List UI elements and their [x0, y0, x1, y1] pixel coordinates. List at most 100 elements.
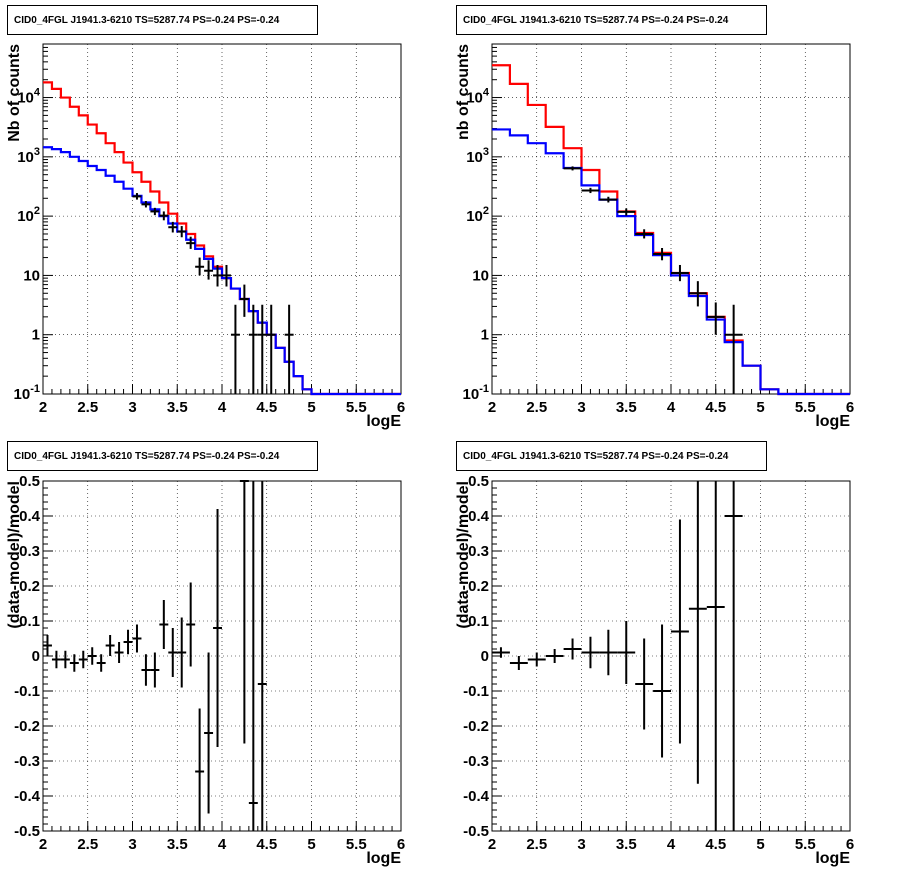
- panel4-x-tick-label: 2: [488, 836, 496, 853]
- panel2-y-tick-label: 10: [472, 267, 489, 284]
- panel3-x-axis-label: logE: [366, 850, 401, 867]
- panel1-x-tick-label: 2.5: [77, 399, 98, 416]
- panel3-y-tick-label: -0.2: [14, 718, 40, 735]
- panel4-x-tick-label: 3: [577, 836, 585, 853]
- panel3-data-point: [96, 654, 106, 672]
- panel3-x-tick-label: 5.5: [346, 836, 367, 853]
- panel3-y-tick-label: 0.2: [19, 578, 40, 595]
- panel4-y-tick-label: 0.5: [468, 473, 489, 490]
- panel1-model-series-2: [43, 146, 401, 396]
- panel1-data-point: [132, 193, 142, 200]
- panel3-x-tick-label: 2: [39, 836, 47, 853]
- panel2-data-point: [563, 166, 582, 171]
- panel3-data-point: [204, 652, 214, 814]
- panel2-x-tick-label: 5.5: [795, 399, 816, 416]
- panel2-x-tick-label: 6: [846, 399, 854, 416]
- panel2-x-tick-label: 3.5: [616, 399, 637, 416]
- panel-title-4: CID0_4FGL J1941.3-6210 TS=5287.74 PS=-0.…: [456, 441, 767, 471]
- panel4-data-point: [581, 636, 600, 669]
- panel4-x-tick-label: 3.5: [616, 836, 637, 853]
- panel2-data-point: [617, 208, 636, 216]
- panel4-data-point: [706, 481, 725, 831]
- panel3-y-tick-label: 0.1: [19, 613, 40, 630]
- panel3-data-point: [257, 481, 267, 831]
- panel2-x-tick-label: 2: [488, 399, 496, 416]
- panel3-data-point: [248, 481, 258, 831]
- panel4-x-tick-label: 5.5: [795, 836, 816, 853]
- panel3-data-point: [177, 617, 187, 688]
- panel3-x-tick-label: 3.5: [167, 836, 188, 853]
- panel4-data-point: [688, 481, 707, 784]
- panel4-y-tick-label: 0.3: [468, 543, 489, 560]
- panel4-y-tick-label: 0.1: [468, 613, 489, 630]
- panel3-y-tick-label: -0.1: [14, 683, 40, 700]
- panel2-data-point: [599, 196, 618, 203]
- panel2-y-axis-label: nb of counts: [455, 44, 472, 140]
- panel4-data-point: [599, 629, 618, 676]
- panel-title-3: CID0_4FGL J1941.3-6210 TS=5287.74 PS=-0.…: [7, 441, 318, 471]
- panel1-y-tick-label: 10-1: [14, 383, 40, 403]
- panel4-data-point: [527, 652, 546, 667]
- panel1-model-series-1: [43, 81, 401, 396]
- panel2-x-tick-label: 4: [667, 399, 676, 416]
- panel3-data-point: [123, 629, 133, 655]
- panel4-data-point: [653, 624, 671, 758]
- panel1-y-tick-label: 102: [17, 205, 40, 225]
- panel2-data-point: [653, 248, 671, 261]
- panel3-data-point: [105, 635, 115, 656]
- panel4-data-point: [509, 656, 528, 670]
- panel3-y-tick-label: 0.5: [19, 473, 40, 490]
- panel2-x-tick-label: 4.5: [705, 399, 726, 416]
- panel1-x-tick-label: 6: [397, 399, 405, 416]
- panel4-data-point: [671, 519, 689, 744]
- panel3-y-tick-label: -0.5: [14, 823, 40, 840]
- panel4-data-point: [492, 647, 510, 658]
- panel3-y-tick-label: -0.3: [14, 753, 40, 770]
- panel3-data-point: [150, 652, 160, 688]
- panel1-data-point: [248, 304, 258, 394]
- panel1-data-point: [266, 304, 276, 394]
- panel2-data-point: [671, 264, 689, 282]
- panel3-data-point: [213, 509, 222, 747]
- panel4-data-point: [617, 621, 636, 684]
- panel3-y-tick-label: 0.3: [19, 543, 40, 560]
- panel1-data-point: [195, 257, 205, 276]
- panel1-data-point: [213, 264, 222, 287]
- panel4-y-tick-label: 0: [481, 648, 489, 665]
- panel1-y-tick-label: 1: [32, 327, 40, 344]
- panel2-x-tick-label: 3: [577, 399, 585, 416]
- panel1-data-point: [159, 211, 169, 221]
- panel3-y-tick-label: 0.4: [19, 508, 41, 525]
- panel4-y-tick-label: 0.4: [468, 508, 490, 525]
- panel2-y-tick-label: 102: [466, 205, 489, 225]
- panel3-x-tick-label: 6: [397, 836, 405, 853]
- panel4-x-axis-label: logE: [815, 850, 850, 867]
- panel4-y-tick-label: -0.4: [463, 788, 490, 805]
- panel2-x-tick-label: 2.5: [526, 399, 547, 416]
- panel2-x-axis-label: logE: [815, 413, 850, 430]
- panel4-y-axis-label: (data-model)/model: [455, 481, 472, 629]
- panel4-data-point: [545, 649, 564, 663]
- panel1-x-tick-label: 5.5: [346, 399, 367, 416]
- panel-title-2: CID0_4FGL J1941.3-6210 TS=5287.74 PS=-0.…: [456, 5, 767, 35]
- panel1-data-point: [177, 226, 187, 238]
- panel1-x-tick-label: 4.5: [256, 399, 277, 416]
- panel1-x-tick-label: 5: [307, 399, 315, 416]
- panel-title-1: CID0_4FGL J1941.3-6210 TS=5287.74 PS=-0.…: [7, 5, 318, 35]
- panel1-data-point: [150, 207, 160, 216]
- panel3-data-point: [239, 480, 249, 744]
- panel3-x-tick-label: 3: [128, 836, 136, 853]
- panel3-x-tick-label: 2.5: [77, 836, 98, 853]
- panel2-y-tick-label: 10-1: [463, 383, 489, 403]
- panel1-x-tick-label: 2: [39, 399, 47, 416]
- panel3-data-point: [168, 628, 178, 677]
- panel4-data-point: [724, 481, 743, 831]
- panel4-x-tick-label: 5: [756, 836, 764, 853]
- panel1-data-point: [257, 304, 267, 394]
- panel3-data-point: [132, 624, 142, 653]
- panel2-x-tick-label: 5: [756, 399, 764, 416]
- panel4-y-tick-label: -0.2: [463, 718, 489, 735]
- panel1-data-point: [239, 284, 249, 317]
- panel1-x-tick-label: 3: [128, 399, 136, 416]
